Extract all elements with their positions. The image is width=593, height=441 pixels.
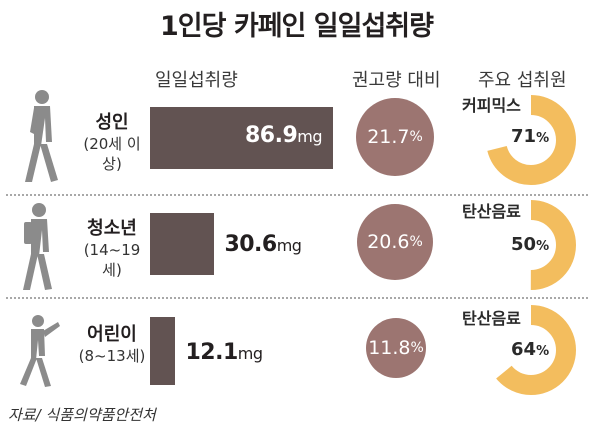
intake-value-label: 12.1mg [185,340,263,365]
intake-value-label: 30.6mg [224,232,302,257]
intake-bar [150,213,215,275]
ratio-value: 20.6 [367,231,410,253]
source-share-value: 64% [511,339,550,360]
main-source-name: 커피믹스 [462,96,521,115]
donut-share-arc [486,95,576,185]
row-label: 어린이 (8~13세) [76,324,148,366]
group-age-range: (20세 이상) [83,135,141,173]
source-share-donut [486,305,576,395]
row-separator [6,194,588,196]
main-source-name: 탄산음료 [462,202,521,221]
source-share-donut [486,95,576,185]
intake-bar [150,107,333,169]
group-name: 어린이 [87,324,137,345]
teen-figure-icon [23,203,52,290]
group-age-range: (14~19세) [83,241,141,279]
ratio-bubble: 11.8% [366,318,426,378]
source-share-value: 71% [511,126,550,147]
group-name: 청소년 [87,218,137,239]
row-label: 성인 (20세 이상) [76,112,148,174]
source-share-value: 50% [511,234,550,255]
row-separator [6,297,588,299]
main-source-name: 탄산음료 [462,309,521,328]
column-header-ratio: 권고량 대비 [352,70,441,91]
source-credit: 자료/ 식품의약품안전처 [8,406,156,424]
chart-title: 1인당 카페인 일일섭취량 [160,11,434,42]
column-header-source: 주요 섭취원 [478,70,567,91]
ratio-value: 21.7 [367,126,410,148]
ratio-bubble: 20.6% [357,204,433,280]
group-name: 성인 [95,112,129,133]
intake-bar [150,317,176,385]
donut-share-arc [486,305,576,395]
ratio-bubble: 21.7% [356,98,434,176]
adult-figure-icon [25,90,58,182]
child-figure-icon [20,315,60,387]
donut-share-arc [486,200,576,290]
source-share-donut [486,200,576,290]
column-header-intake: 일일섭취량 [155,70,238,91]
intake-value-label: 86.9mg [245,123,323,148]
ratio-value: 11.8 [368,337,411,359]
row-label: 청소년 (14~19세) [76,218,148,280]
group-age-range: (8~13세) [78,347,146,365]
